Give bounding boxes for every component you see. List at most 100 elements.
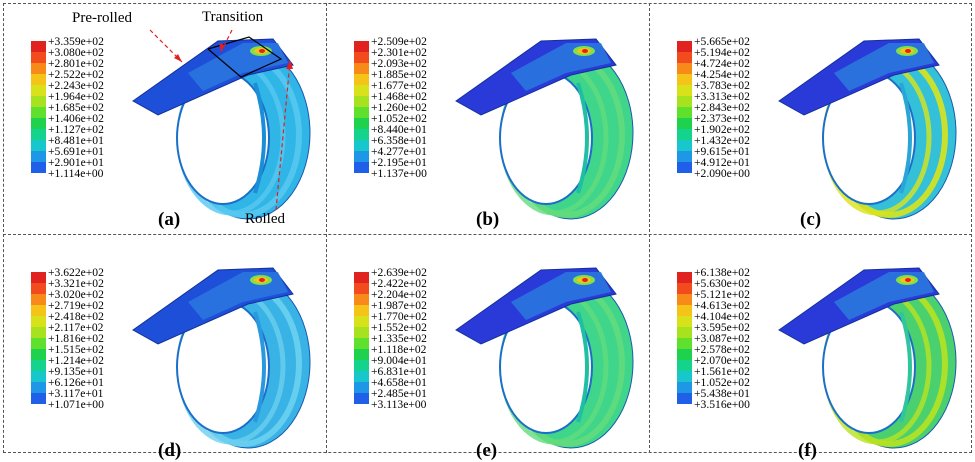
legend-swatch — [31, 316, 46, 327]
legend-value: +4.724e+02 — [694, 57, 750, 70]
legend-value: +5.121e+02 — [694, 288, 750, 301]
panel-a: +3.359e+02 +3.080e+02 +2.801e+02 +2.522e+02… — [3, 3, 326, 230]
legend-swatch — [677, 63, 692, 74]
legend-value: +9.135e+01 — [48, 365, 104, 378]
legend-value: +3.783e+02 — [694, 79, 750, 92]
legend-swatch — [31, 338, 46, 349]
legend-value: +1.468e+02 — [371, 90, 427, 103]
legend-swatch — [354, 162, 369, 173]
legend-value: +3.622e+02 — [48, 266, 104, 279]
legend-value: +2.509e+02 — [371, 35, 427, 48]
legend-value: +2.639e+02 — [371, 266, 427, 279]
legend-value: +9.004e+01 — [371, 354, 427, 367]
legend-swatch — [354, 85, 369, 96]
legend-swatch — [31, 360, 46, 371]
annotation-pre-rolled: Pre-rolled — [72, 10, 132, 26]
legend-swatch — [677, 151, 692, 162]
legend-swatch — [31, 41, 46, 52]
panel-label: (f) — [798, 440, 817, 461]
legend-swatch — [31, 272, 46, 283]
legend-value: +3.516e+00 — [694, 398, 750, 411]
panel-c: +5.665e+02 +5.194e+02 +4.724e+02 +4.254e+02… — [649, 3, 972, 230]
legend-swatch — [677, 393, 692, 404]
legend-swatch — [354, 41, 369, 52]
panel-label: (c) — [800, 209, 822, 230]
legend-swatch — [677, 272, 692, 283]
legend-value: +1.816e+02 — [48, 332, 104, 345]
legend-swatch — [354, 52, 369, 63]
legend-value: +1.561e+02 — [694, 365, 750, 378]
legend-swatch — [354, 316, 369, 327]
legend-value: +3.087e+02 — [694, 332, 750, 345]
legend-swatch — [677, 371, 692, 382]
legend-swatch — [354, 371, 369, 382]
legend-swatch — [677, 107, 692, 118]
legend-swatch — [31, 349, 46, 360]
legend-value: +1.052e+02 — [694, 376, 750, 389]
legend-value: +2.522e+02 — [48, 68, 104, 81]
panel-f: +6.138e+02 +5.630e+02 +5.121e+02 +4.613e+02… — [649, 234, 972, 461]
legend-swatch — [677, 96, 692, 107]
legend-swatch — [677, 283, 692, 294]
legend-value: +1.114e+00 — [48, 167, 104, 180]
legend-swatch — [354, 294, 369, 305]
legend-value: +5.665e+02 — [694, 35, 750, 48]
legend-value: +2.204e+02 — [371, 288, 427, 301]
legend-value: +1.770e+02 — [371, 310, 427, 323]
legend-value: +4.277e+01 — [371, 145, 427, 158]
panel-d: +3.622e+02 +3.321e+02 +3.020e+02 +2.719e+02… — [3, 234, 326, 461]
legend-swatch — [677, 118, 692, 129]
legend-value: +1.260e+02 — [371, 101, 427, 114]
legend-value: +4.254e+02 — [694, 68, 750, 81]
legend-swatch — [31, 52, 46, 63]
legend-value: +3.313e+02 — [694, 90, 750, 103]
stress-contour-model — [132, 267, 311, 449]
legend-value: +1.964e+02 — [48, 90, 104, 103]
legend-value: +1.127e+02 — [48, 123, 104, 136]
legend-value: +2.117e+02 — [48, 321, 104, 334]
legend-swatch — [354, 360, 369, 371]
legend-value: +8.440e+01 — [371, 123, 427, 136]
legend-swatch — [354, 349, 369, 360]
legend-value: +8.481e+01 — [48, 134, 104, 147]
stress-contour-model — [778, 38, 957, 220]
legend-value: +1.335e+02 — [371, 332, 427, 345]
legend-value: +2.578e+02 — [694, 343, 750, 356]
legend-value: +2.093e+02 — [371, 57, 427, 70]
legend-value: +5.438e+01 — [694, 387, 750, 400]
legend-swatch — [354, 129, 369, 140]
legend-value: +2.485e+01 — [371, 387, 427, 400]
legend-value: +1.902e+02 — [694, 123, 750, 136]
annotation-rolled: Rolled — [245, 211, 285, 227]
legend-swatch — [31, 162, 46, 173]
divider-vertical-2 — [649, 3, 650, 453]
legend-swatch — [354, 118, 369, 129]
legend-swatch — [677, 338, 692, 349]
legend-value: +1.677e+02 — [371, 79, 427, 92]
panel-label: (b) — [476, 209, 500, 230]
legend-swatch — [677, 360, 692, 371]
legend-value: +2.243e+02 — [48, 79, 104, 92]
legend-swatch — [31, 327, 46, 338]
panel-label: (e) — [476, 440, 498, 461]
legend-swatch — [31, 96, 46, 107]
legend-swatch — [31, 74, 46, 85]
legend-swatch — [31, 118, 46, 129]
legend-value: +1.118e+02 — [371, 343, 427, 356]
legend-value: +3.020e+02 — [48, 288, 104, 301]
legend-swatch — [677, 41, 692, 52]
legend-value: +1.052e+02 — [371, 112, 427, 125]
divider-vertical-1 — [326, 3, 327, 453]
legend-swatch — [677, 349, 692, 360]
divider-horizontal — [3, 234, 972, 235]
legend-value: +3.359e+02 — [48, 35, 104, 48]
legend-swatch — [354, 272, 369, 283]
legend-swatch — [31, 63, 46, 74]
legend-value: +6.138e+02 — [694, 266, 750, 279]
legend-value: +1.137e+00 — [371, 167, 427, 180]
legend-value: +2.418e+02 — [48, 310, 104, 323]
legend-value: +4.912e+01 — [694, 156, 750, 169]
legend-value: +4.104e+02 — [694, 310, 750, 323]
legend-swatch — [354, 327, 369, 338]
legend-swatch — [354, 283, 369, 294]
